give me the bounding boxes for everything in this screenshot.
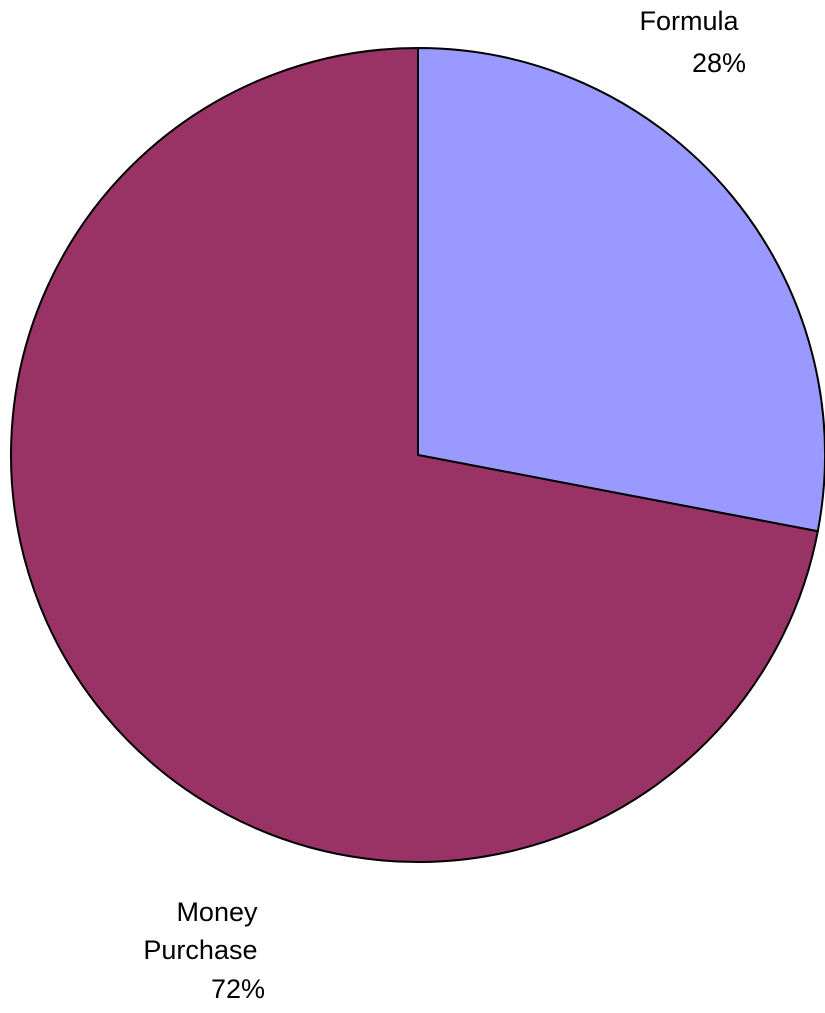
formula-label: Formula 28% xyxy=(639,6,746,78)
money-purchase-percent: 72% xyxy=(211,974,265,1004)
money-purchase-name-line-2: Purchase xyxy=(143,935,257,965)
money-purchase-label: Money Purchase 72% xyxy=(143,897,265,1004)
formula-percent: 28% xyxy=(692,48,746,78)
formula-name-line: Formula xyxy=(639,6,739,36)
money-purchase-name-line-1: Money xyxy=(176,897,258,927)
pie-slice-formula xyxy=(417,47,825,533)
pie-slices xyxy=(10,47,825,863)
pie-slice-money-purchase xyxy=(10,47,819,863)
